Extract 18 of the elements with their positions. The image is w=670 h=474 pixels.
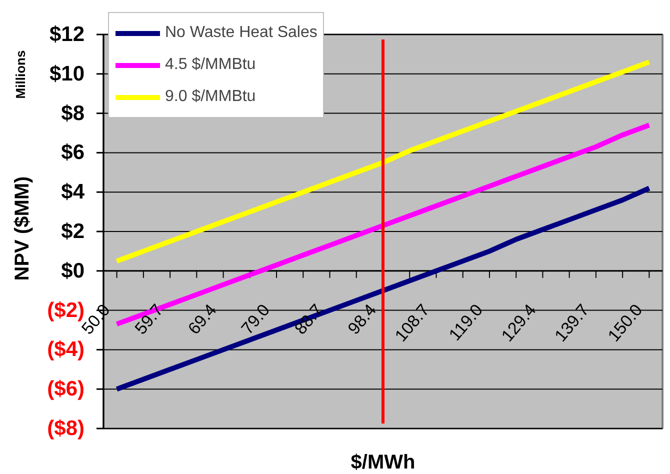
y-tick-label: $4 [61,180,85,204]
y-tick-label: $6 [61,141,84,164]
y-tick-label: ($6) [47,378,85,401]
y-tick-label: $8 [61,102,85,125]
legend-label: No Waste Heat Sales [165,23,318,43]
y-axis-title: NPV ($MM) [12,176,34,281]
x-tick-label: 79.0 [238,300,274,338]
x-axis-title: $/MWh [350,452,416,474]
y-tick-label: $12 [49,23,85,46]
legend-label: 9.0 $/MMBtu [165,87,256,107]
y-tick-label: $2 [61,220,84,243]
y-tick-label: ($8) [47,417,85,440]
y-tick-label: ($4) [47,338,85,362]
legend-label: 4.5 $/MMBtu [165,55,256,75]
y-tick-label: ($2) [47,298,85,322]
text: Millions [13,50,28,99]
y-tick-label: $10 [49,62,85,86]
y-tick-label: $0 [61,259,84,282]
